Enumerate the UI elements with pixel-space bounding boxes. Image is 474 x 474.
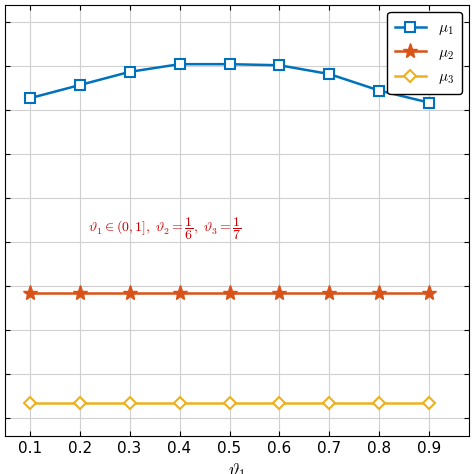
$\mu_2$ [27, 290, 33, 296]
$\mu_2$ [227, 290, 232, 296]
$\mu_1$ [277, 63, 283, 68]
$\mu_1$ [177, 61, 182, 67]
$\mu_3$ [27, 400, 33, 406]
$\mu_3$ [327, 400, 332, 406]
Line: $\mu_1$: $\mu_1$ [25, 59, 434, 108]
$\mu_2$ [327, 290, 332, 296]
$\mu_1$ [227, 61, 232, 67]
$\mu_2$ [177, 290, 182, 296]
$\mu_1$ [327, 71, 332, 77]
$\mu_1$ [77, 82, 82, 88]
X-axis label: $\vartheta_1$: $\vartheta_1$ [228, 462, 246, 474]
$\mu_2$ [376, 290, 382, 296]
$\mu_1$ [27, 95, 33, 101]
$\mu_2$ [77, 290, 82, 296]
$\mu_1$ [427, 100, 432, 106]
$\mu_3$ [427, 400, 432, 406]
$\mu_3$ [227, 400, 232, 406]
$\mu_2$ [277, 290, 283, 296]
Line: $\mu_2$: $\mu_2$ [22, 285, 437, 301]
$\mu_3$ [127, 400, 132, 406]
Text: $\vartheta_1 \in (0, 1],\; \vartheta_2 = \dfrac{1}{6},\; \vartheta_3 = \dfrac{1}: $\vartheta_1 \in (0, 1],\; \vartheta_2 =… [88, 216, 242, 242]
Legend: $\mu_1$, $\mu_2$, $\mu_3$: $\mu_1$, $\mu_2$, $\mu_3$ [387, 12, 462, 94]
$\mu_1$ [127, 69, 132, 75]
$\mu_3$ [77, 400, 82, 406]
Line: $\mu_3$: $\mu_3$ [26, 399, 433, 407]
$\mu_2$ [127, 290, 132, 296]
$\mu_2$ [427, 290, 432, 296]
$\mu_3$ [277, 400, 283, 406]
$\mu_3$ [376, 400, 382, 406]
$\mu_1$ [376, 88, 382, 93]
$\mu_3$ [177, 400, 182, 406]
